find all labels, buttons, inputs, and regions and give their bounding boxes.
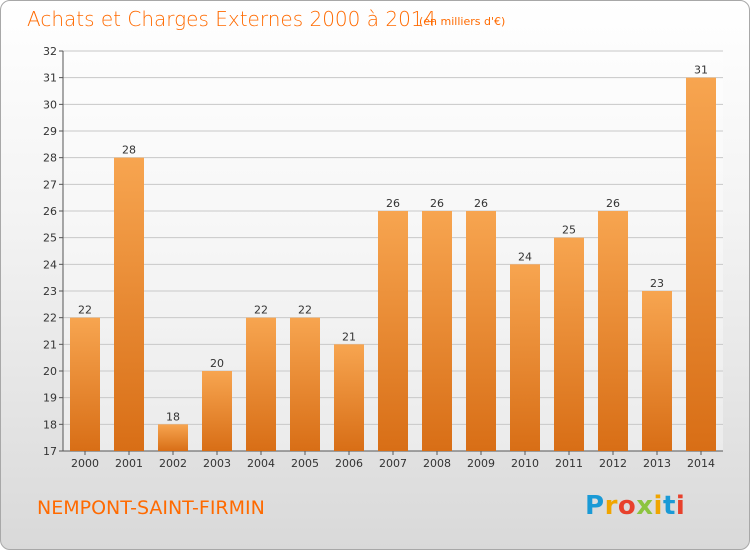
value-label-2003: 20 [210,357,224,370]
value-label-2000: 22 [78,304,92,317]
value-label-2010: 24 [518,250,532,263]
y-tick-label-22: 22 [43,312,57,325]
bar-2014 [686,77,716,452]
x-tick-label-2013: 2013 [643,457,671,470]
x-tick-label-2003: 2003 [203,457,231,470]
bar-2011 [554,237,584,451]
x-tick-label-2012: 2012 [599,457,627,470]
bar-2005 [290,317,320,451]
bar-2003 [202,371,232,451]
y-tick-label-26: 26 [43,205,57,218]
x-tick-label-2000: 2000 [71,457,99,470]
value-label-2011: 25 [562,224,576,237]
value-label-2005: 22 [298,304,312,317]
value-label-2014: 31 [694,64,708,77]
value-label-2004: 22 [254,304,268,317]
value-label-2012: 26 [606,197,620,210]
y-tick-label-29: 29 [43,125,57,138]
y-tick-label-19: 19 [43,392,57,405]
x-tick-label-2004: 2004 [247,457,275,470]
bar-2013 [642,291,672,451]
x-tick-label-2005: 2005 [291,457,319,470]
y-tick-label-30: 30 [43,98,57,111]
value-label-2008: 26 [430,197,444,210]
value-label-2007: 26 [386,197,400,210]
bar-2009 [466,211,496,451]
bar-2004 [246,317,276,451]
y-tick-label-23: 23 [43,285,57,298]
y-tick-label-24: 24 [43,258,57,271]
x-tick-label-2007: 2007 [379,457,407,470]
value-label-2013: 23 [650,277,664,290]
x-tick-label-2006: 2006 [335,457,363,470]
x-tick-label-2008: 2008 [423,457,451,470]
value-label-2009: 26 [474,197,488,210]
bar-2012 [598,211,628,451]
bar-2002 [158,424,188,451]
chart-subtitle: (en milliers d'€) [419,15,506,28]
logo-letter-o: o [617,491,637,521]
y-tick-label-18: 18 [43,418,57,431]
y-tick-label-27: 27 [43,178,57,191]
logo-letter-i: i [653,491,663,521]
x-tick-label-2014: 2014 [687,457,715,470]
logo-letter-p: P [585,491,605,521]
bar-2006 [334,344,364,451]
value-label-2001: 28 [122,144,136,157]
y-tick-label-28: 28 [43,152,57,165]
value-label-2006: 21 [342,330,356,343]
proxiti-logo: Proxiti [585,491,685,521]
x-tick-label-2010: 2010 [511,457,539,470]
commune-name: NEMPONT-SAINT-FIRMIN [37,497,265,519]
x-tick-label-2009: 2009 [467,457,495,470]
y-tick-label-20: 20 [43,365,57,378]
bar-2010 [510,264,540,451]
x-tick-label-2002: 2002 [159,457,187,470]
y-tick-label-25: 25 [43,232,57,245]
x-tick-label-2011: 2011 [555,457,583,470]
bar-2008 [422,211,452,451]
y-tick-label-21: 21 [43,338,57,351]
bar-2001 [114,157,144,451]
bar-2007 [378,211,408,451]
logo-letter-i2: i [675,491,686,521]
bar-2000 [70,317,100,451]
value-label-2002: 18 [166,410,180,423]
y-tick-label-31: 31 [43,72,57,85]
y-tick-label-17: 17 [43,445,57,458]
chart-title: Achats et Charges Externes 2000 à 2014 [27,7,437,31]
y-tick-label-32: 32 [43,45,57,58]
logo-letter-r: r [604,491,618,521]
x-tick-label-2001: 2001 [115,457,143,470]
logo-letter-x: x [636,491,654,521]
logo-letter-t: t [662,491,676,521]
